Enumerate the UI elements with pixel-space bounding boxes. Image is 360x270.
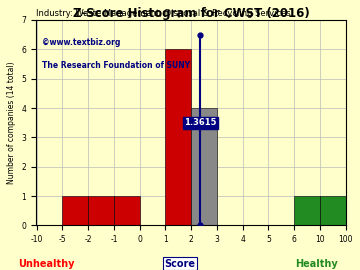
Bar — [114, 196, 140, 225]
Bar — [294, 196, 320, 225]
Text: Industry: Waste Management, Disposal & Recycling Services: Industry: Waste Management, Disposal & R… — [36, 9, 291, 18]
Title: Z-Score Histogram for CWST (2016): Z-Score Histogram for CWST (2016) — [73, 7, 310, 20]
Bar — [191, 108, 217, 225]
Text: ©www.textbiz.org: ©www.textbiz.org — [42, 38, 121, 48]
Text: The Research Foundation of SUNY: The Research Foundation of SUNY — [42, 61, 190, 70]
Bar — [320, 196, 346, 225]
Bar — [62, 196, 88, 225]
Text: Healthy: Healthy — [296, 259, 338, 269]
Bar — [88, 196, 114, 225]
Text: 1.3615: 1.3615 — [184, 118, 217, 127]
Bar — [166, 49, 191, 225]
Text: Unhealthy: Unhealthy — [19, 259, 75, 269]
Y-axis label: Number of companies (14 total): Number of companies (14 total) — [7, 61, 16, 184]
Text: Score: Score — [165, 259, 195, 269]
